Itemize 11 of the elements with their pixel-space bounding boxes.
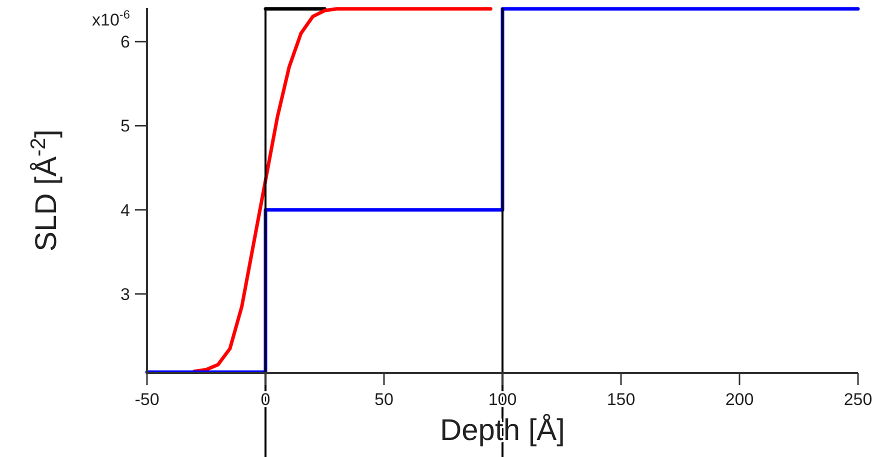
y-tick-label: 4	[120, 200, 130, 220]
x-tick-label: 50	[374, 390, 394, 409]
x-tick-label: 150	[606, 390, 636, 409]
y-tick-label: 3	[120, 284, 130, 304]
x-tick-label: 250	[844, 390, 872, 409]
y-tick-label: 5	[120, 116, 130, 136]
line-series	[192, 7, 492, 374]
x-tick-label: -50	[134, 390, 160, 409]
y-tick-label: 6	[120, 32, 130, 52]
text: x10$^{-6}$	[92, 8, 130, 30]
x-tick-label: 200	[725, 390, 754, 409]
